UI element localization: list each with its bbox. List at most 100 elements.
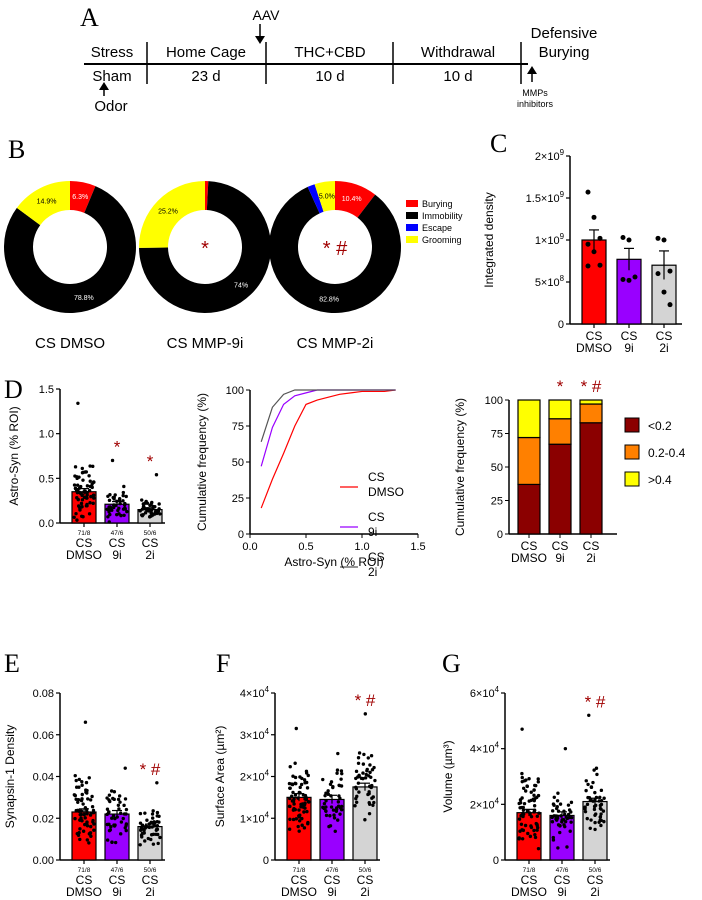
data-point	[521, 812, 526, 816]
data-point	[110, 458, 115, 463]
data-point	[150, 512, 154, 517]
data-point	[119, 513, 123, 518]
data-point	[121, 816, 125, 821]
y-tick-label: 50	[232, 457, 244, 469]
data-point	[294, 781, 298, 786]
legend-swatch-burying	[406, 200, 418, 207]
data-point	[586, 795, 590, 800]
data-point	[561, 817, 566, 822]
data-point	[329, 794, 333, 798]
category-label-line2: DMSO	[66, 548, 102, 562]
stack-segment	[517, 483, 541, 535]
data-point	[371, 803, 375, 807]
chart-astro-syn: 0.00.51.01.571/8 47/6*50/6*CSDMSOCS9iCS2i…	[7, 384, 165, 562]
data-point	[551, 838, 556, 842]
data-point	[78, 812, 82, 817]
data-point	[110, 816, 114, 820]
data-point	[552, 814, 556, 818]
stack-segment	[579, 399, 603, 405]
legend-burying: Burying	[422, 199, 453, 209]
data-point	[290, 794, 294, 798]
data-point	[558, 802, 563, 806]
legend-swatch	[624, 417, 640, 433]
legend-swatch-escape	[406, 224, 418, 231]
data-point	[359, 776, 364, 780]
data-point	[80, 514, 84, 519]
donut-title-mmp9i: CS MMP-9i	[167, 335, 244, 352]
data-point	[525, 809, 530, 813]
phase-stress: Stress	[91, 44, 134, 61]
data-point	[90, 794, 94, 799]
data-point	[157, 502, 161, 506]
data-point	[80, 783, 84, 787]
data-point	[118, 832, 123, 836]
donut-panel: 6.3% 78.8% 14.9% 74% 25.2% * 10.4% 82.8% 5.0% * #	[3, 181, 401, 314]
significance-mark: * #	[585, 692, 606, 711]
data-point	[601, 809, 606, 813]
data-point	[290, 799, 295, 803]
category-label-line1: CS	[142, 536, 159, 550]
data-point	[305, 809, 309, 814]
data-point	[353, 804, 357, 808]
legend-label-line1: CS	[368, 510, 385, 524]
data-point	[88, 831, 93, 835]
x-tick-label: 0.0	[242, 541, 257, 553]
significance-mark: *	[201, 238, 209, 260]
y-tick-label: 2×104	[470, 796, 500, 811]
data-point	[138, 843, 142, 847]
data-point	[520, 771, 524, 776]
category-label-line1: CS	[142, 873, 159, 887]
data-point	[89, 824, 93, 829]
data-point	[299, 782, 304, 787]
data-point	[529, 814, 534, 819]
y-tick-label: 5×108	[535, 274, 565, 289]
legend-swatch-immobility	[406, 212, 418, 219]
data-point	[74, 797, 78, 801]
data-point	[112, 790, 117, 794]
data-point	[77, 475, 81, 479]
legend-label-line1: CS	[368, 550, 385, 564]
data-point	[566, 812, 571, 817]
data-point	[558, 824, 562, 828]
y-axis-label: Synapsin-1 Density	[3, 725, 17, 828]
sub-withdrawal-days: 10 d	[443, 68, 472, 85]
data-point	[84, 780, 89, 785]
sub-thc-days: 10 d	[315, 68, 344, 85]
odor-label: Odor	[94, 98, 127, 115]
data-point	[336, 818, 340, 822]
data-point	[288, 786, 292, 790]
data-point	[77, 777, 81, 782]
data-point	[291, 817, 296, 822]
data-point	[354, 776, 358, 781]
data-point	[298, 813, 302, 817]
data-point	[555, 818, 559, 822]
data-point	[151, 842, 156, 846]
data-point	[587, 713, 591, 717]
category-label-line1: CS	[76, 873, 93, 887]
data-point	[288, 765, 292, 769]
data-point	[324, 799, 328, 803]
data-point	[108, 512, 112, 517]
data-point	[335, 807, 339, 811]
data-point	[329, 805, 334, 809]
data-point	[123, 766, 127, 770]
data-point	[158, 512, 162, 516]
data-point	[79, 501, 84, 506]
data-point	[328, 814, 332, 818]
data-point	[83, 806, 88, 810]
data-point	[594, 803, 598, 808]
legend-label-line2: DMSO	[368, 485, 404, 499]
data-point	[599, 812, 603, 816]
data-point	[124, 494, 128, 499]
category-label-line2: 9i	[555, 551, 564, 565]
y-axis-label: Integrated density	[482, 192, 496, 287]
sample-count: 50/6	[359, 867, 372, 874]
sample-count: 50/6	[144, 867, 157, 874]
data-point	[78, 508, 82, 512]
data-point	[585, 189, 591, 195]
category-label-line2: DMSO	[576, 341, 612, 355]
data-point	[361, 771, 365, 775]
y-tick-label: 0.02	[33, 813, 54, 825]
data-point	[145, 508, 149, 513]
data-point	[331, 808, 336, 812]
